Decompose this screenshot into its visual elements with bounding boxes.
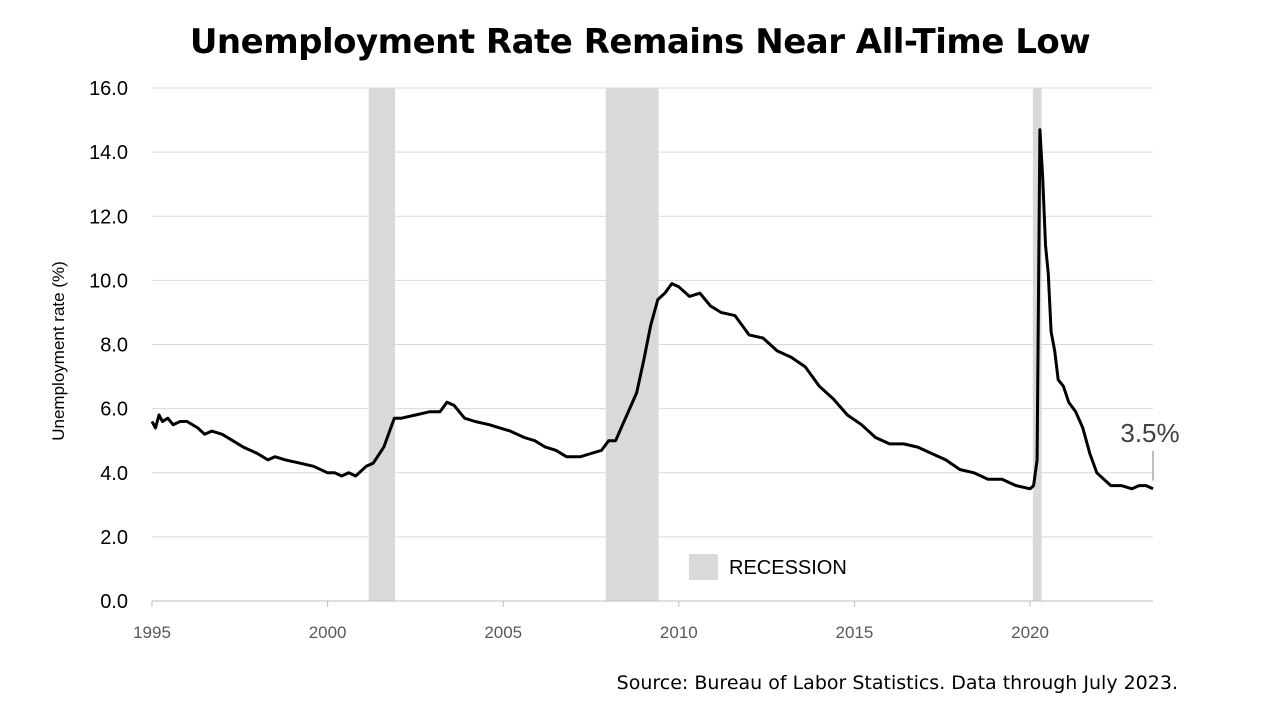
unemployment-rate-line xyxy=(150,128,1154,491)
y-tick-label: 4.0 xyxy=(100,463,128,485)
axes xyxy=(151,600,1153,607)
x-tick-label: 2020 xyxy=(1011,623,1049,642)
annotation-text: 3.5% xyxy=(1120,418,1179,448)
x-tick-label: 2015 xyxy=(836,623,874,642)
y-tick-label: 14.0 xyxy=(89,142,128,164)
y-tick-label: 16.0 xyxy=(89,78,128,100)
y-tick-label: 6.0 xyxy=(100,399,128,421)
y-tick-label: 12.0 xyxy=(89,206,128,228)
y-axis-label: Unemployment rate (%) xyxy=(49,261,68,441)
y-tick-labels: 0.0 2.0 4.0 6.0 8.0 10.0 12.0 14.0 16.0 xyxy=(89,78,128,613)
x-tick-labels: 1995 2000 2005 2010 2015 2020 xyxy=(133,623,1049,642)
legend: RECESSION xyxy=(689,554,847,580)
legend-label: RECESSION xyxy=(729,557,847,579)
x-tick-label: 2005 xyxy=(484,623,522,642)
x-tick-label: 2010 xyxy=(660,623,698,642)
y-tick-label: 2.0 xyxy=(100,527,128,549)
latest-value-annotation: 3.5% xyxy=(1120,418,1180,481)
x-tick-label: 2000 xyxy=(309,623,347,642)
y-tick-label: 8.0 xyxy=(100,335,128,357)
y-tick-label: 10.0 xyxy=(89,270,128,292)
legend-swatch-recession xyxy=(689,554,718,580)
series xyxy=(150,128,1154,491)
x-tick-label: 1995 xyxy=(133,623,171,642)
source-note: Source: Bureau of Labor Statistics. Data… xyxy=(616,672,1178,694)
gridlines xyxy=(152,87,1153,538)
y-tick-label: 0.0 xyxy=(100,591,128,613)
chart-title: Unemployment Rate Remains Near All-Time … xyxy=(189,22,1091,62)
